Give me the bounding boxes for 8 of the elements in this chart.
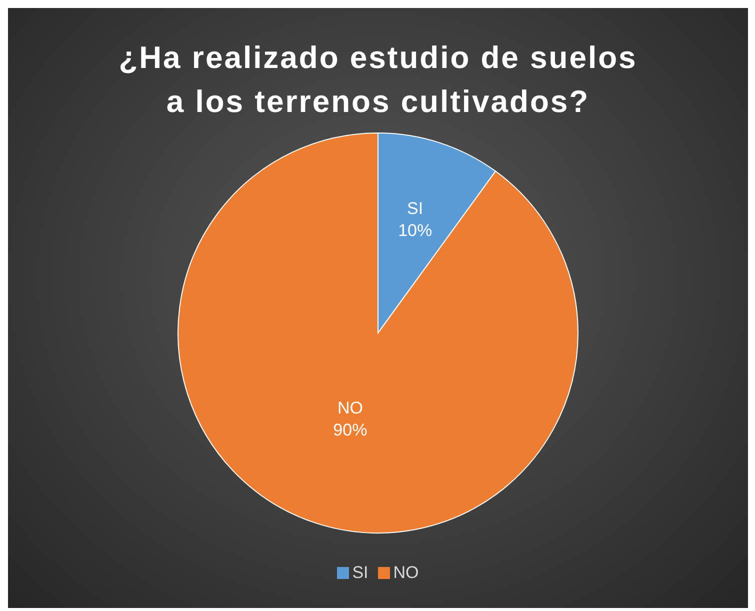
data-label: 90% [333, 420, 368, 440]
data-label: 10% [398, 220, 432, 240]
slice-label: SI [407, 198, 424, 218]
slice-label: NO [393, 563, 419, 583]
pie-slice [178, 132, 578, 534]
chart-title: ¿Ha realizado estudio de suelos a los terrenos cultivados? [118, 39, 638, 121]
slice-label: NO [337, 398, 363, 418]
legend-label: SI [352, 563, 368, 583]
